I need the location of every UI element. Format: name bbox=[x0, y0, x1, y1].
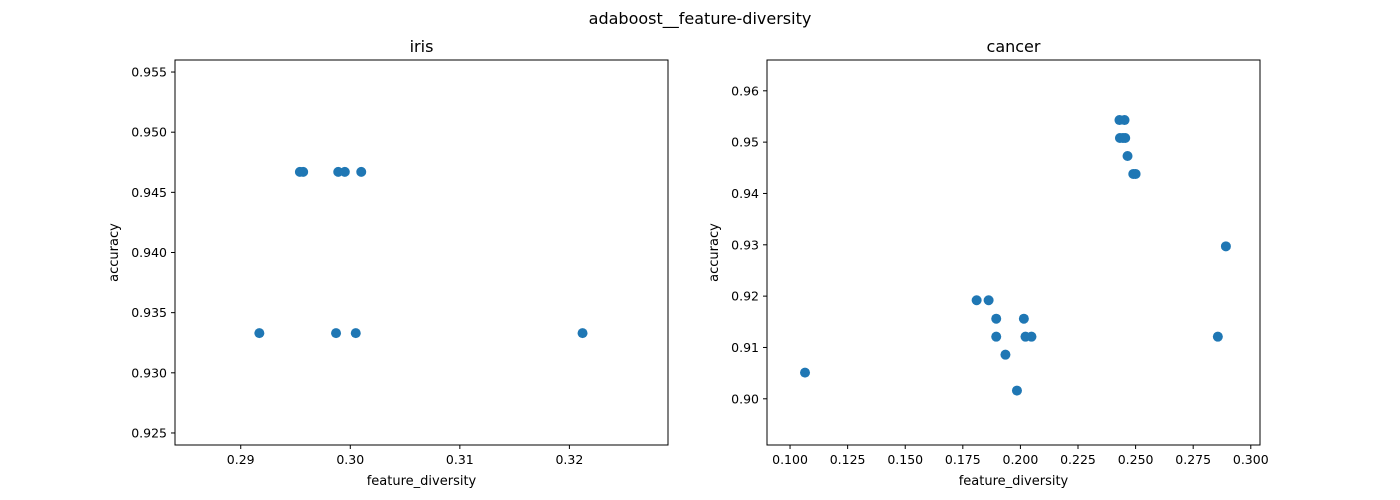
subplot-iris: iris 0.29 0.30 0.31 0.32 0.925 0.930 0.935 0.94… bbox=[107, 37, 669, 489]
y-tick-label: 0.93 bbox=[731, 237, 759, 252]
scatter-point bbox=[331, 328, 342, 339]
y-tick-label: 0.94 bbox=[731, 186, 759, 201]
x-tick-label: 0.32 bbox=[555, 452, 583, 467]
scatter-point bbox=[1000, 349, 1011, 360]
x-axis-label: feature_diversity bbox=[959, 474, 1069, 489]
y-tick-label: 0.92 bbox=[731, 289, 759, 304]
points-group bbox=[800, 115, 1231, 396]
figure-title: adaboost__feature-diversity bbox=[589, 9, 812, 29]
scatter-point bbox=[1220, 241, 1231, 252]
x-tick-label: 0.175 bbox=[945, 452, 981, 467]
y-tick-label: 0.955 bbox=[131, 65, 167, 80]
tick-group: 0.100 0.125 0.150 0.175 0.200 0.225 0.250 0.275… bbox=[731, 83, 1269, 467]
x-tick-label: 0.31 bbox=[446, 452, 474, 467]
x-tick-label: 0.200 bbox=[1003, 452, 1039, 467]
scatter-point bbox=[298, 166, 309, 177]
x-tick-label: 0.150 bbox=[887, 452, 923, 467]
x-tick-label: 0.29 bbox=[227, 452, 255, 467]
y-tick-label: 0.925 bbox=[131, 425, 167, 440]
scatter-point bbox=[1120, 133, 1131, 144]
scatter-point bbox=[577, 328, 588, 339]
y-tick-label: 0.950 bbox=[131, 125, 167, 140]
scatter-point bbox=[1130, 168, 1141, 179]
y-axis-label: accuracy bbox=[107, 223, 122, 282]
tick-group: 0.29 0.30 0.31 0.32 0.925 0.930 0.935 0.940 0.94… bbox=[131, 65, 583, 467]
subplot-title: iris bbox=[410, 37, 434, 56]
plot-frame bbox=[766, 59, 1261, 446]
y-axis-label: accuracy bbox=[707, 223, 722, 282]
y-tick-label: 0.940 bbox=[131, 245, 167, 260]
scatter-point bbox=[1026, 331, 1037, 342]
scatter-point bbox=[350, 328, 361, 339]
scatter-point bbox=[991, 331, 1002, 342]
plot-frame bbox=[174, 59, 669, 446]
y-tick-label: 0.935 bbox=[131, 305, 167, 320]
y-tick-label: 0.96 bbox=[731, 83, 759, 98]
scatter-point bbox=[971, 295, 982, 306]
scatter-point bbox=[356, 166, 367, 177]
scatter-point bbox=[1119, 115, 1130, 126]
scatter-point bbox=[254, 328, 265, 339]
scatter-point bbox=[800, 367, 811, 378]
scatter-point bbox=[1018, 313, 1029, 324]
y-tick-label: 0.91 bbox=[731, 340, 759, 355]
x-tick-label: 0.100 bbox=[772, 452, 808, 467]
scatter-point bbox=[339, 166, 350, 177]
scatter-point bbox=[991, 313, 1002, 324]
y-tick-label: 0.945 bbox=[131, 185, 167, 200]
x-tick-label: 0.275 bbox=[1175, 452, 1211, 467]
subplot-title: cancer bbox=[987, 37, 1041, 56]
scatter-point bbox=[983, 295, 994, 306]
x-tick-label: 0.300 bbox=[1233, 452, 1269, 467]
subplot-cancer: cancer 0.100 0.125 0.150 0.175 0.200 0.225 0.2… bbox=[707, 37, 1269, 489]
scatter-point bbox=[1212, 331, 1223, 342]
y-tick-label: 0.95 bbox=[731, 135, 759, 150]
y-tick-label: 0.930 bbox=[131, 365, 167, 380]
x-tick-label: 0.125 bbox=[830, 452, 866, 467]
points-group bbox=[254, 166, 588, 339]
x-tick-label: 0.250 bbox=[1118, 452, 1154, 467]
scatter-point bbox=[1122, 150, 1133, 161]
x-tick-label: 0.225 bbox=[1060, 452, 1096, 467]
y-tick-label: 0.90 bbox=[731, 391, 759, 406]
x-tick-label: 0.30 bbox=[336, 452, 364, 467]
x-axis-label: feature_diversity bbox=[367, 474, 477, 489]
scatter-point bbox=[1011, 385, 1022, 396]
